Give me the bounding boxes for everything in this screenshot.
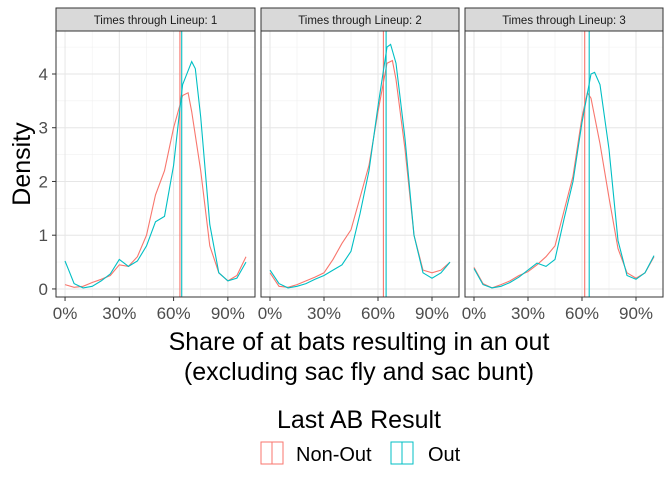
density-line-out (473, 71, 655, 289)
density-line-non-out (64, 91, 247, 288)
facet-strip-label: Times through Lineup: 2 (298, 15, 422, 27)
y-tick-label: 0 (39, 280, 48, 299)
x-tick-label: 90% (619, 304, 653, 323)
x-tick-label: 30% (307, 304, 341, 323)
panel-border (464, 30, 664, 298)
y-tick-label: 3 (39, 119, 48, 138)
y-tick-label: 2 (39, 172, 48, 191)
x-tick-label: 30% (102, 304, 136, 323)
panel-border (55, 30, 256, 298)
panel-border (260, 30, 460, 298)
x-axis-title-line2: (excluding sac fly and sac bunt) (184, 358, 534, 386)
x-tick-label: 0% (258, 304, 283, 323)
legend-label-out: Out (428, 444, 461, 466)
x-tick-label: 90% (415, 304, 449, 323)
x-tick-label: 60% (361, 304, 395, 323)
legend-title: Last AB Result (277, 406, 441, 434)
panel-background (56, 31, 255, 297)
x-tick-label: 60% (157, 304, 191, 323)
x-tick-label: 60% (565, 304, 599, 323)
facet-strip-label: Times through Lineup: 3 (502, 15, 626, 27)
y-tick-label: 4 (39, 65, 48, 84)
density-line-out (64, 60, 247, 289)
y-tick-label: 1 (39, 226, 48, 245)
x-tick-label: 90% (211, 304, 245, 323)
legend-label-non-out: Non-Out (296, 444, 372, 466)
y-axis-title: Density (8, 122, 36, 206)
panel-background (261, 31, 459, 297)
x-tick-label: 0% (462, 304, 487, 323)
x-tick-label: 0% (53, 304, 78, 323)
density-line-non-out (473, 91, 655, 289)
x-tick-label: 30% (511, 304, 545, 323)
facet-strip-label: Times through Lineup: 1 (94, 15, 218, 27)
x-axis-title-line1: Share of at bats resulting in an out (169, 328, 550, 356)
density-line-out (269, 43, 451, 289)
panel-background (465, 31, 663, 297)
